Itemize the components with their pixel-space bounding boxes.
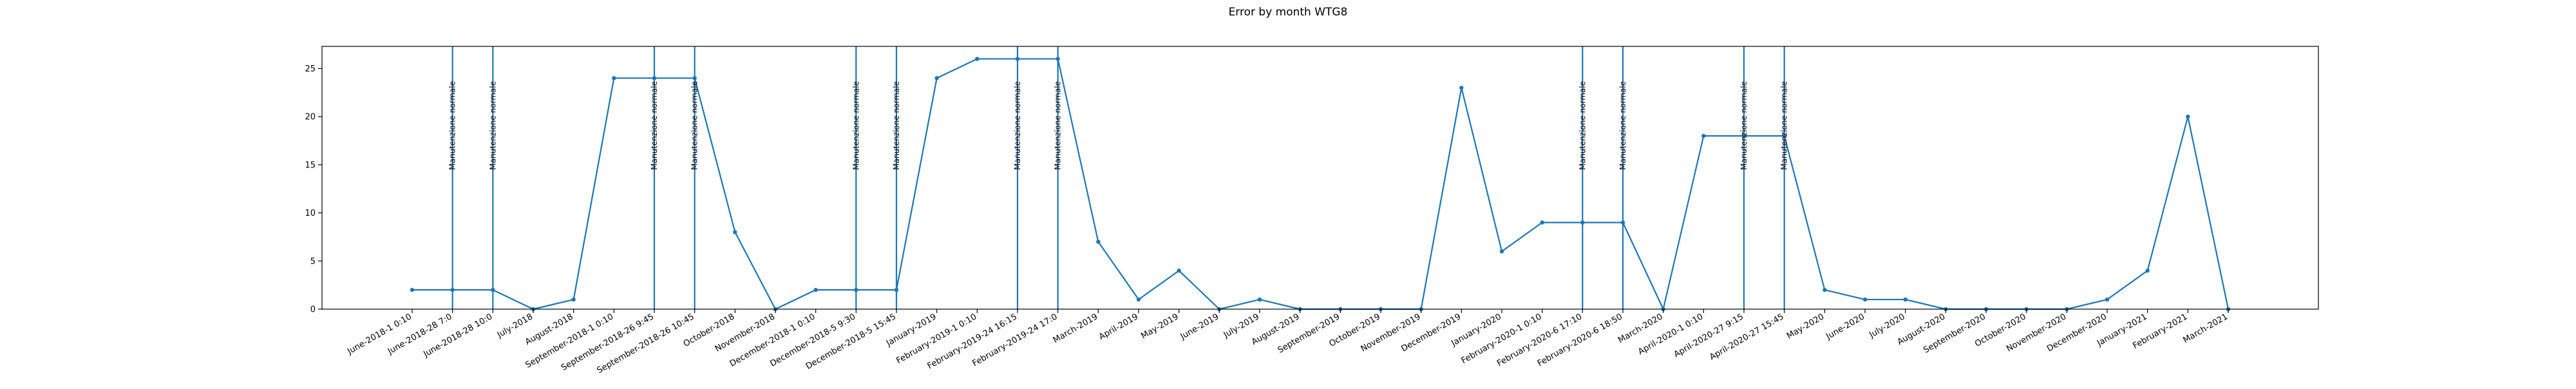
data-point (1257, 297, 1262, 302)
y-tick-label: 15 (305, 160, 316, 170)
data-point (612, 76, 616, 81)
x-tick-label: March-2021 (2181, 312, 2230, 345)
x-tick-label: June-2019 (1179, 312, 1221, 342)
data-point (1459, 86, 1464, 90)
data-point (975, 57, 980, 61)
data-point (1096, 240, 1101, 244)
data-point (2145, 269, 2150, 273)
data-point (1862, 297, 1868, 302)
annotation-label: Manutenzione normale (892, 81, 901, 170)
annotation-label: Manutenzione normale (1578, 81, 1587, 170)
data-point (1499, 249, 1504, 254)
data-point (2105, 297, 2110, 302)
x-tick-label: April-2019 (1097, 312, 1140, 342)
annotation-label: Manutenzione normale (650, 81, 659, 170)
plot-frame (321, 46, 2319, 310)
annotation-label: Manutenzione normale (488, 81, 497, 170)
data-point (934, 76, 939, 81)
x-tick-label: June-2018-1 0:10 (345, 312, 413, 357)
annotation-label: Manutenzione normale (851, 81, 860, 170)
x-tick-label: April-2020-27 15:45 (1708, 312, 1785, 362)
data-point (813, 287, 818, 292)
y-tick-label: 25 (305, 64, 316, 74)
x-tick-label: March-2019 (1052, 312, 1100, 345)
data-point (1540, 220, 1544, 225)
annotation-label: Manutenzione normale (1739, 81, 1748, 170)
data-point (410, 287, 415, 292)
annotation-label: Manutenzione normale (1054, 81, 1063, 170)
chart-title: Error by month WTG8 (1229, 6, 1348, 19)
x-tick-label: June-2020 (1824, 312, 1866, 342)
x-tick-label: May-2020 (1785, 312, 1826, 341)
data-point (1701, 133, 1706, 138)
data-point (1823, 287, 1827, 292)
data-point (1903, 297, 1908, 302)
x-tick-label: April-2020-27 9:15 (1672, 312, 1745, 359)
annotation-layer: Manutenzione normale Manutenzione normale… (448, 46, 1789, 309)
series-line (412, 58, 2230, 310)
annotation-label: Manutenzione normale (448, 81, 457, 170)
series-layer (410, 57, 2231, 312)
x-tick-label: May-2019 (1139, 312, 1180, 341)
y-tick-label: 0 (310, 305, 316, 315)
y-tick-label: 5 (310, 257, 316, 267)
x-tick-label: June-2018-28 10:0 (421, 312, 494, 359)
data-point (2186, 114, 2190, 119)
y-tick-label: 20 (305, 113, 316, 122)
annotation-label: Manutenzione normale (690, 81, 699, 170)
annotation-label: Manutenzione normale (1618, 81, 1627, 170)
data-point (1177, 269, 1181, 273)
annotation-label: Manutenzione normale (1780, 81, 1789, 170)
y-tick-label: 10 (305, 209, 316, 218)
data-point (733, 230, 737, 234)
data-point (571, 297, 576, 302)
annotation-label: Manutenzione normale (1013, 81, 1022, 170)
data-point (1136, 297, 1141, 302)
